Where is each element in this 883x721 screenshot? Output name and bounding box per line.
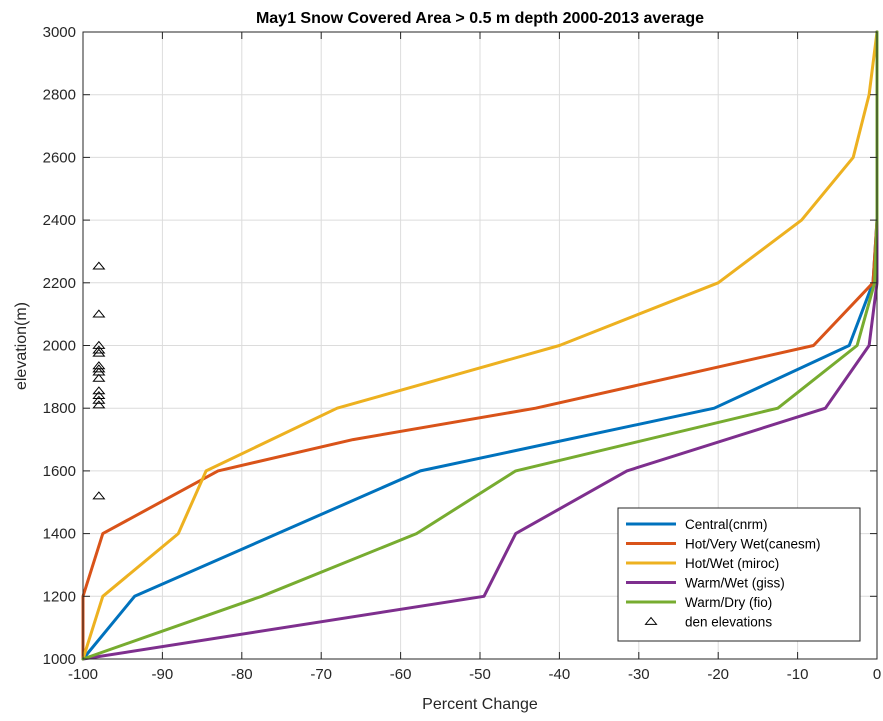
x-tick-label: -60 xyxy=(390,666,412,683)
den-elevation-marker xyxy=(92,400,106,409)
y-axis-label: elevation(m) xyxy=(13,302,30,390)
den-elevation-marker xyxy=(92,395,106,404)
axes: -100 -90 -80 -70 -60 -50 -40 -30 -20 -10 010001200… xyxy=(43,24,882,683)
x-tick-label: -50 xyxy=(469,666,491,683)
y-tick-label: 2000 xyxy=(43,338,76,355)
legend-label: Hot/Wet (miroc) xyxy=(685,556,779,571)
y-tick-label: 1200 xyxy=(43,588,76,605)
den-elevation-marker xyxy=(92,364,106,373)
den-elevation-marker xyxy=(92,345,106,354)
x-tick-label: -30 xyxy=(628,666,650,683)
den-elevation-marker xyxy=(92,390,106,400)
den-elevation-marker xyxy=(92,348,106,357)
y-tick-label: 3000 xyxy=(43,24,76,41)
x-tick-label: -70 xyxy=(310,666,332,683)
y-tick-label: 1400 xyxy=(43,526,76,543)
y-tick-label: 2600 xyxy=(43,149,76,166)
den-elevation-marker xyxy=(92,491,106,500)
x-tick-label: -90 xyxy=(152,666,174,683)
legend-label: Central(cnrm) xyxy=(685,517,768,532)
y-tick-label: 2400 xyxy=(43,212,76,229)
y-tick-label: 1000 xyxy=(43,651,76,668)
legend-label: den elevations xyxy=(685,615,772,630)
y-tick-label: 2200 xyxy=(43,275,76,292)
series-line xyxy=(81,30,879,661)
x-tick-label: -40 xyxy=(549,666,571,683)
x-axis-label: Percent Change xyxy=(422,696,538,713)
y-tick-label: 2800 xyxy=(43,87,76,104)
legend-label: Warm/Dry (fio) xyxy=(685,595,772,610)
den-elevation-marker xyxy=(92,373,106,382)
x-tick-label: -10 xyxy=(787,666,809,683)
den-elevation-marker xyxy=(92,386,106,395)
x-tick-label: -100 xyxy=(68,666,98,683)
x-tick-label: -20 xyxy=(707,666,729,683)
y-tick-label: 1800 xyxy=(43,400,76,417)
x-tick-label: -80 xyxy=(231,666,253,683)
chart-title: May1 Snow Covered Area > 0.5 m depth 200… xyxy=(256,10,704,27)
y-tick-label: 1600 xyxy=(43,463,76,480)
x-tick-label: 0 xyxy=(873,666,881,683)
den-elevation-marker xyxy=(92,340,106,349)
legend-label: Hot/Very Wet(canesm) xyxy=(685,537,821,552)
legend-label: Warm/Wet (giss) xyxy=(685,576,785,591)
den-elevation-marker xyxy=(92,261,106,270)
legend: Central(cnrm) Hot/Very Wet(canesm) Hot/Wet… xyxy=(617,507,861,642)
den-elevation-markers xyxy=(92,261,106,500)
legend-marker-swatch xyxy=(644,616,658,625)
legend-box xyxy=(617,507,861,642)
den-elevation-marker xyxy=(92,309,106,318)
